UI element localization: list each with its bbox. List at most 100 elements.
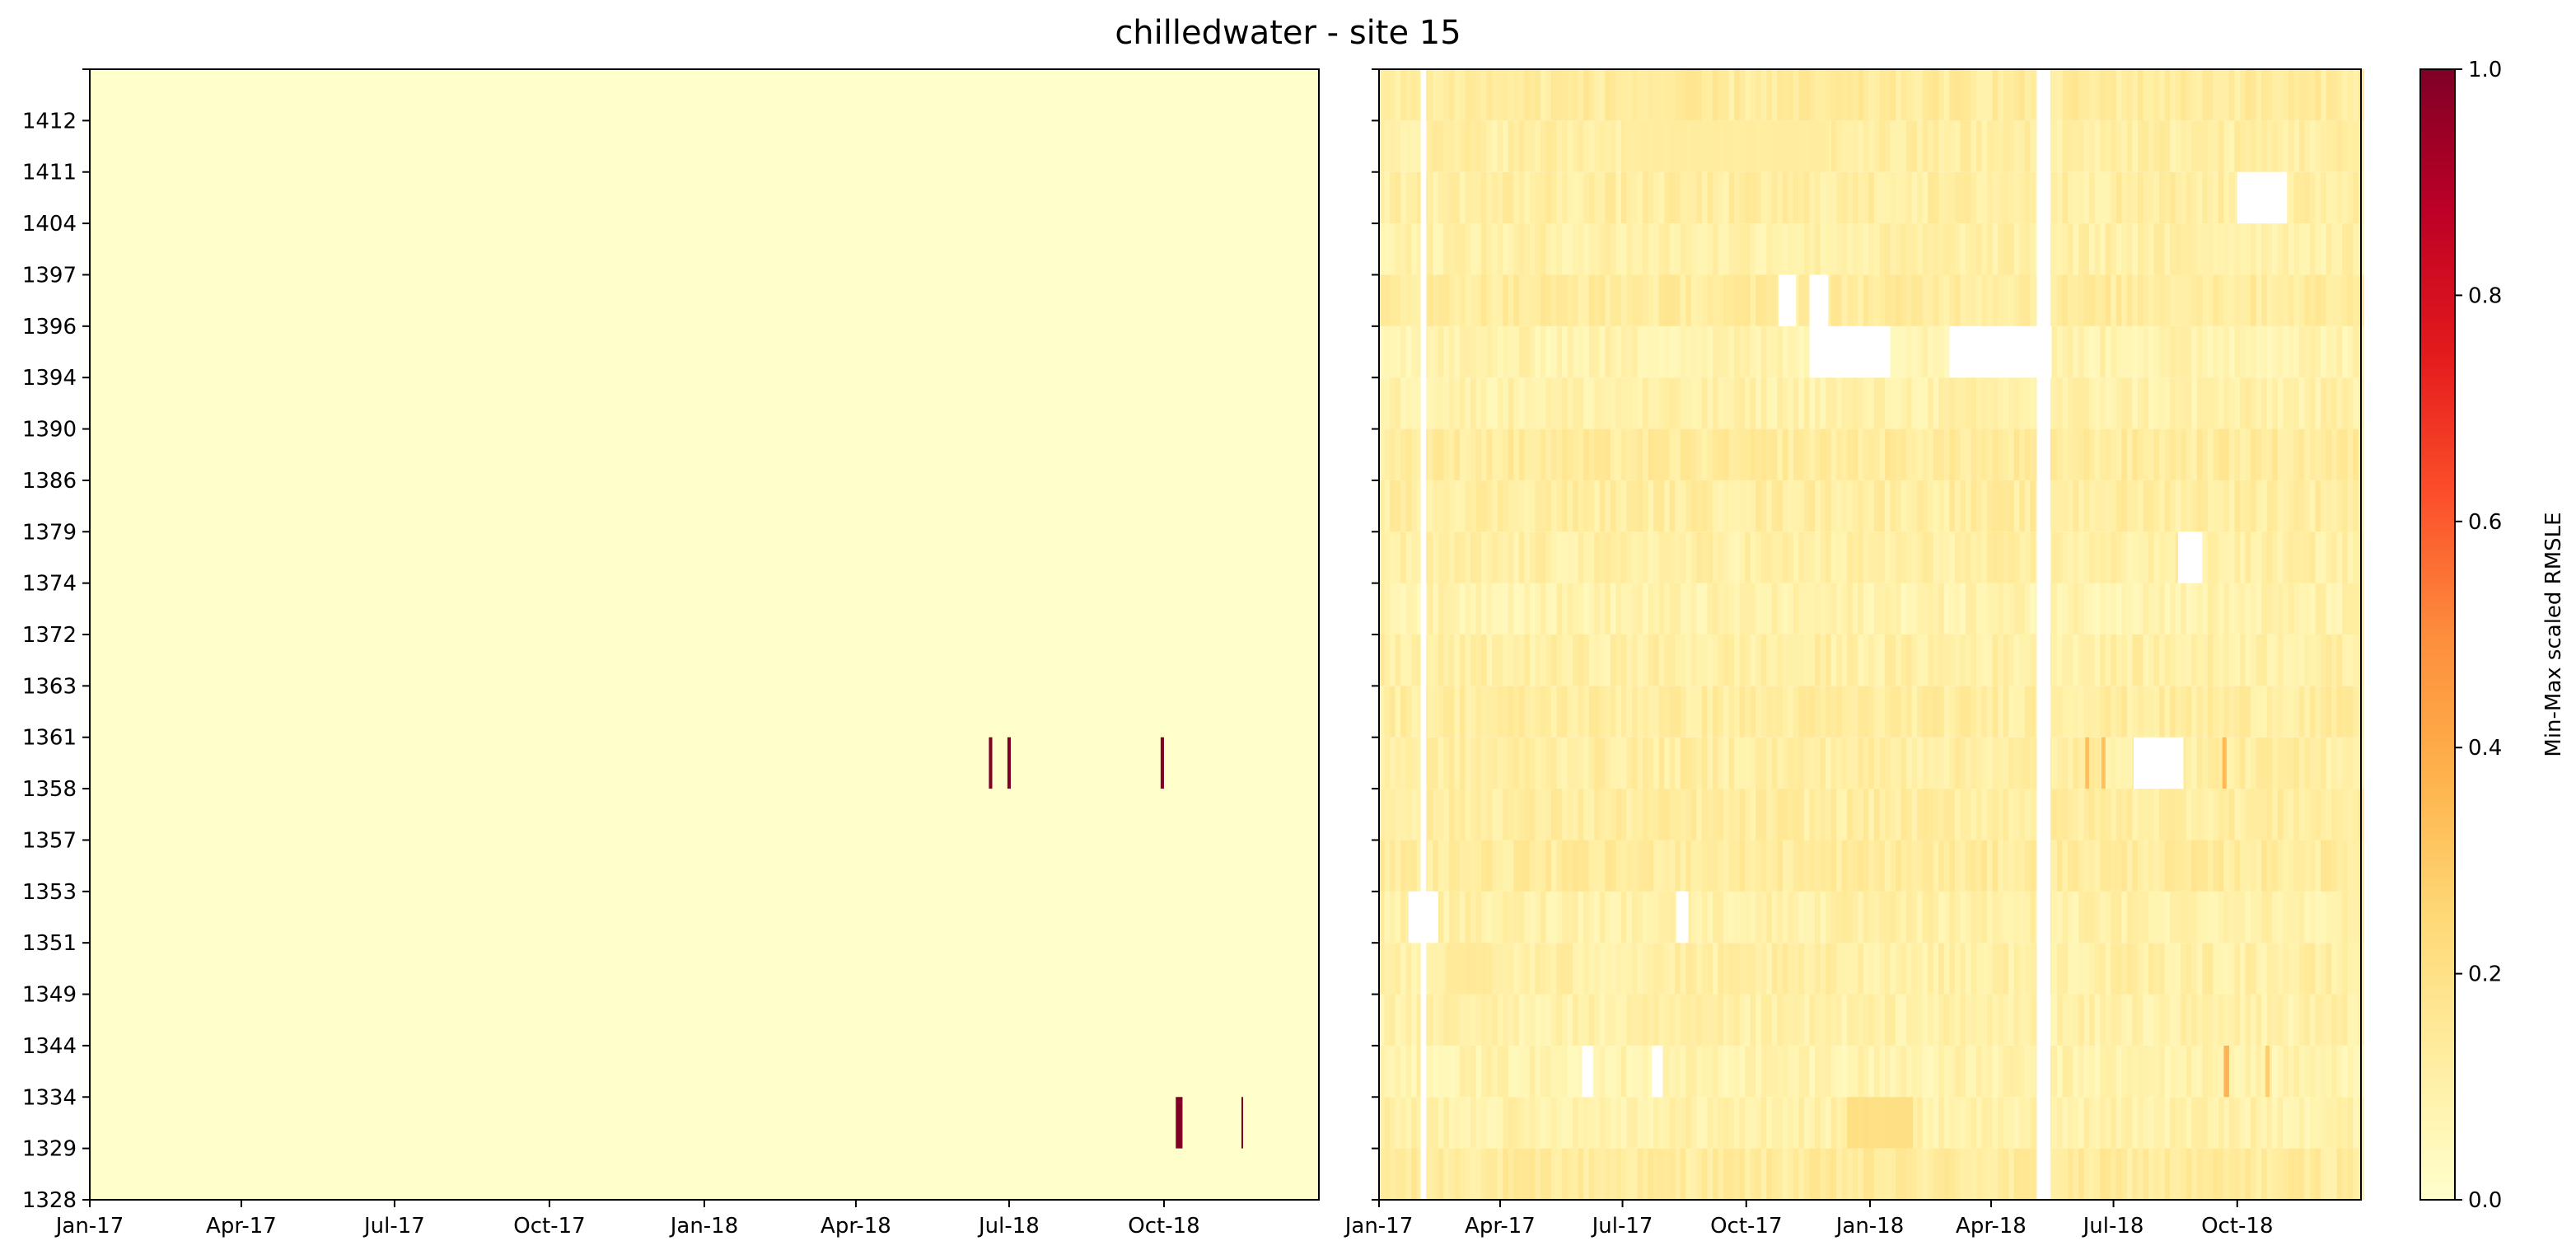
heatmap-cell [2030,171,2036,224]
heatmap-cell [1384,686,1391,738]
heatmap-cell [1518,377,1525,429]
heatmap-cell [1896,377,1902,429]
heatmap-cell [1562,274,1569,326]
heatmap-cell [1830,428,1837,480]
heatmap-cell [1594,891,1601,944]
heatmap-cell [1631,891,1639,944]
heatmap-cell [1998,994,2004,1046]
heatmap-cell [2234,789,2241,841]
heatmap-cell [1680,1148,1686,1200]
heatmap-cell [1578,737,1584,789]
heatmap-cell [2223,583,2230,635]
heatmap-cell [2283,840,2289,892]
heatmap-cell [1879,686,1886,738]
heatmap-cell [1492,532,1498,583]
heatmap-cell [1954,377,1961,429]
heatmap-cell [2013,171,2020,224]
heatmap-cell [1858,1045,1864,1098]
heatmap-cell [2024,943,2031,995]
heatmap-cell [2234,635,2241,686]
heatmap-cell [1411,789,1418,841]
heatmap-cell [2121,1148,2128,1200]
heatmap-cell [1690,840,1697,892]
heatmap-cell [2298,120,2306,172]
heatmap-cell [1492,891,1498,944]
heatmap-cell [2008,1148,2015,1200]
heatmap-cell [2202,532,2209,583]
heatmap-cell [2191,1097,2198,1149]
heatmap-cell [2078,532,2085,583]
heatmap-cell [1879,1045,1886,1098]
heatmap-cell [2159,891,2166,944]
heatmap-cell [2148,223,2155,275]
heatmap-cell [2336,686,2343,738]
heatmap-cell [2245,377,2251,429]
heatmap-cell [2024,377,2031,429]
heatmap-cell [1518,120,1525,172]
heatmap-cell [1400,994,1407,1046]
heatmap-cell [1567,1045,1573,1098]
heatmap-cell [1503,1045,1509,1098]
heatmap-cell [1938,120,1945,172]
heatmap-cell [1911,274,1918,326]
heatmap-cell [2143,480,2149,532]
heatmap-cell [1390,480,1396,532]
heatmap-cell [2228,428,2236,480]
heatmap-cell [1971,428,1977,480]
heatmap-cell [1788,1045,1794,1098]
heatmap-cell [1379,583,1386,635]
heatmap-cell [1637,737,1643,789]
heatmap-row-1353 [1379,840,2364,892]
heatmap-cell [1782,737,1788,789]
heatmap-cell [1658,635,1665,686]
heatmap-cell [1879,583,1886,635]
heatmap-cell [1998,480,2004,532]
heatmap-cell [2024,532,2031,583]
heatmap-cell [1928,1045,1934,1098]
heatmap-cell [1766,223,1773,275]
heatmap-cell [2218,994,2225,1046]
heatmap-cell [1836,377,1843,429]
heatmap-cell [1588,635,1595,686]
heatmap-cell [2213,120,2219,172]
heatmap-cell [2019,1045,2026,1098]
heatmap-cell [2056,994,2064,1046]
heatmap-cell [1960,428,1966,480]
heatmap-cell [2132,583,2139,635]
heatmap-cell [1960,943,1966,995]
heatmap-cell [1712,171,1719,224]
heatmap-cell [1438,1148,1444,1200]
heatmap-cell [2089,686,2096,738]
heatmap-cell [1395,943,1401,995]
heatmap-cell [1448,994,1456,1046]
heatmap-cell [2175,1097,2181,1149]
heatmap-cell [2126,583,2134,635]
heatmap-cell [1917,325,1924,378]
heatmap-cell [1416,1045,1423,1098]
heatmap-cell [1760,480,1767,532]
heatmap-row-1349 [1379,943,2364,995]
heatmap-cell [1405,274,1412,326]
heatmap-cell [1648,1148,1654,1200]
heatmap-cell [1416,274,1423,326]
heatmap-cell [2068,1148,2074,1200]
heatmap-cell [1470,1097,1477,1149]
heatmap-cell [1620,428,1628,480]
heatmap-cell [2218,480,2225,532]
heatmap-cell [2202,120,2209,172]
heatmap-cell [1981,635,1988,686]
heatmap-cell [1987,171,1994,224]
heatmap-cell [2191,480,2198,532]
heatmap-cell [2024,789,2031,841]
heatmap-cell [1465,891,1471,944]
heatmap-cell [2115,686,2122,738]
heatmap-cell [1745,428,1751,480]
heatmap-cell [1707,789,1713,841]
heatmap-cell [1960,223,1966,275]
heatmap-cell [1798,223,1805,275]
heatmap-cell [1615,1148,1622,1200]
heatmap-cell [1524,1148,1531,1200]
heatmap-cell [1756,583,1762,635]
heatmap-cell [1712,686,1719,738]
heatmap-cell [2331,994,2338,1046]
